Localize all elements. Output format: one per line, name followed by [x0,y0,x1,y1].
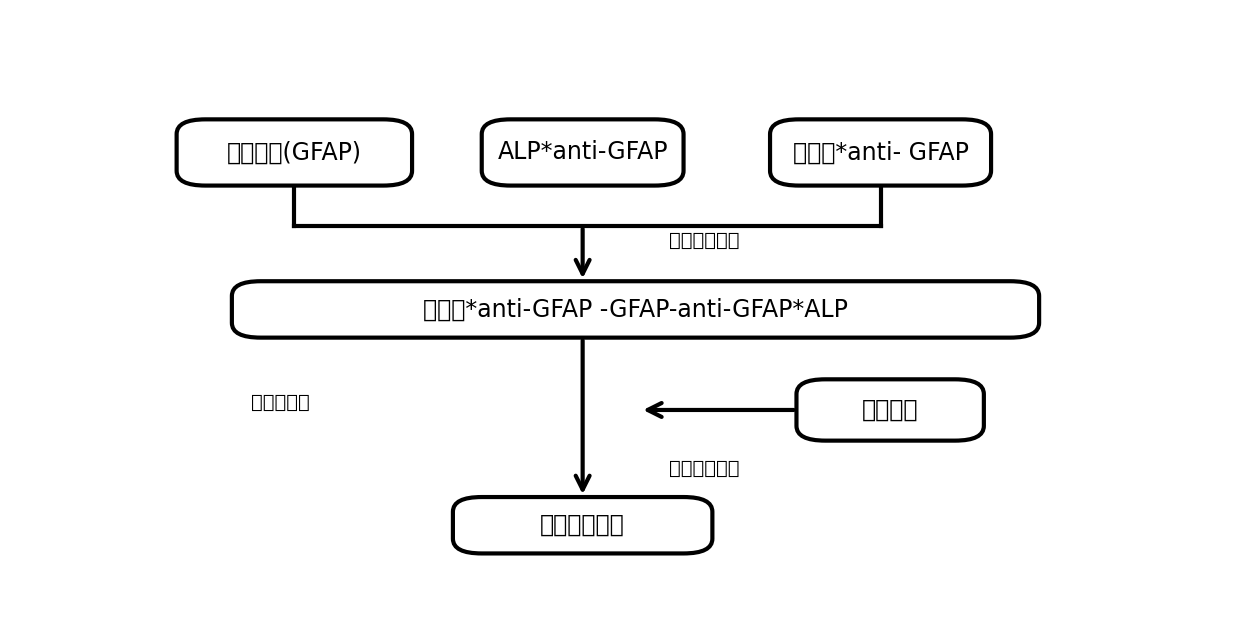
Text: 磁微粒*anti-GFAP -GFAP-anti-GFAP*ALP: 磁微粒*anti-GFAP -GFAP-anti-GFAP*ALP [423,297,848,322]
Text: 待测样本(GFAP): 待测样本(GFAP) [227,141,362,164]
FancyBboxPatch shape [796,379,983,441]
Text: ALP*anti-GFAP: ALP*anti-GFAP [497,141,668,164]
Text: 〖酶促反应〗: 〖酶促反应〗 [670,459,739,478]
FancyBboxPatch shape [481,119,683,185]
Text: 〖磁分离〗: 〖磁分离〗 [250,393,310,412]
FancyBboxPatch shape [453,497,713,554]
Text: 发光底物: 发光底物 [862,398,919,422]
Text: 测定发光强度: 测定发光强度 [541,513,625,537]
Text: 〖免疫反应〗: 〖免疫反应〗 [670,231,739,250]
FancyBboxPatch shape [232,281,1039,338]
FancyBboxPatch shape [176,119,412,185]
Text: 磁微粒*anti- GFAP: 磁微粒*anti- GFAP [792,141,968,164]
FancyBboxPatch shape [770,119,991,185]
